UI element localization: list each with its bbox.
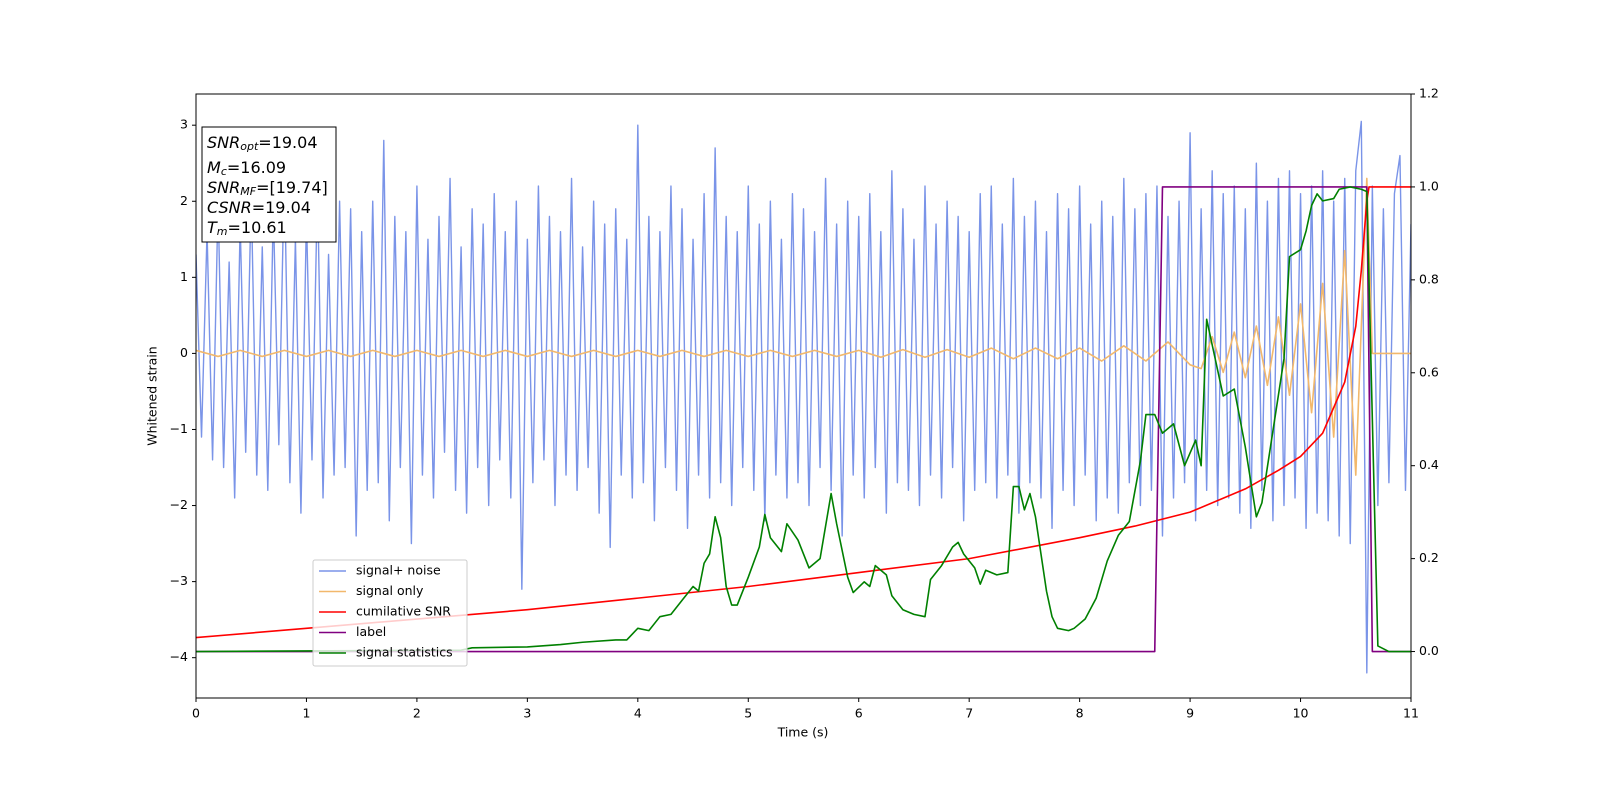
legend-label: signal only (356, 583, 424, 598)
y2-tick-label: 0.0 (1419, 643, 1439, 658)
annotation: SNRopt=19.04 (207, 133, 318, 154)
x-tick-label: 4 (634, 706, 642, 721)
annotation: CSNR=19.04 (207, 198, 311, 217)
annotation-subscript: m (217, 225, 228, 238)
y2-tick-label: 0.2 (1419, 550, 1439, 565)
annotation-box (201, 126, 337, 243)
x-tick-label: 11 (1403, 706, 1419, 721)
annotation-subscript: opt (240, 140, 259, 153)
series-line (196, 177, 1411, 476)
y-tick-label: 0 (180, 345, 188, 360)
x-tick-label: 2 (413, 706, 421, 721)
x-tick-label: 3 (523, 706, 531, 721)
series-line (196, 186, 1411, 653)
annotation-symbol: SNR (207, 178, 240, 197)
y-tick-label: 1 (180, 269, 188, 284)
x-tick-label: 10 (1293, 706, 1309, 721)
x-tick-label: 0 (192, 706, 200, 721)
legend-label: label (356, 624, 386, 639)
series-line (196, 120, 1411, 674)
annotation-text: =16.09 (227, 158, 286, 177)
y2-tick-label: 1.0 (1419, 178, 1439, 193)
annotation-subscript: c (221, 165, 227, 178)
x-tick-label: 5 (744, 706, 752, 721)
y2-tick-label: 0.8 (1419, 271, 1439, 286)
annotation-text: =19.04 (258, 133, 317, 152)
x-tick-label: 1 (302, 706, 310, 721)
plot-frame (195, 93, 1412, 699)
x-tick-label: 6 (855, 706, 863, 721)
annotation-text: =10.61 (228, 218, 287, 237)
annotation-symbol: CSNR (207, 198, 252, 217)
annotation-symbol: M (207, 158, 221, 177)
y2-tick-label: 1.2 (1419, 86, 1439, 101)
y-tick-label: 3 (180, 117, 188, 132)
legend-box (312, 559, 468, 667)
y-axis-label: Whitened strain (145, 346, 160, 445)
y-tick-label: −4 (170, 649, 188, 664)
legend-label: signal+ noise (356, 563, 441, 578)
annotation: Mc=16.09 (207, 158, 286, 179)
annotation-symbol: SNR (207, 133, 240, 152)
y-tick-label: −2 (170, 497, 188, 512)
annotation: Tm=10.61 (207, 218, 287, 239)
annotation-text: =19.04 (252, 198, 311, 217)
legend-label: signal statistics (356, 645, 453, 660)
series-line (196, 186, 1411, 639)
series-line (196, 186, 1411, 653)
x-tick-label: 9 (1186, 706, 1194, 721)
annotation-symbol: T (207, 218, 218, 237)
annotation-text: =[19.74] (256, 178, 328, 197)
y-tick-label: 2 (180, 193, 188, 208)
y2-tick-label: 0.4 (1419, 457, 1439, 472)
y-tick-label: −3 (170, 573, 188, 588)
x-tick-label: 8 (1076, 706, 1084, 721)
annotation-subscript: MF (240, 185, 256, 198)
x-axis-label: Time (s) (777, 725, 829, 740)
x-tick-label: 7 (965, 706, 973, 721)
legend-label: cumilative SNR (356, 604, 451, 619)
y2-tick-label: 0.6 (1419, 364, 1439, 379)
y-tick-label: −1 (170, 421, 188, 436)
annotation: SNRMF=[19.74] (207, 178, 328, 199)
